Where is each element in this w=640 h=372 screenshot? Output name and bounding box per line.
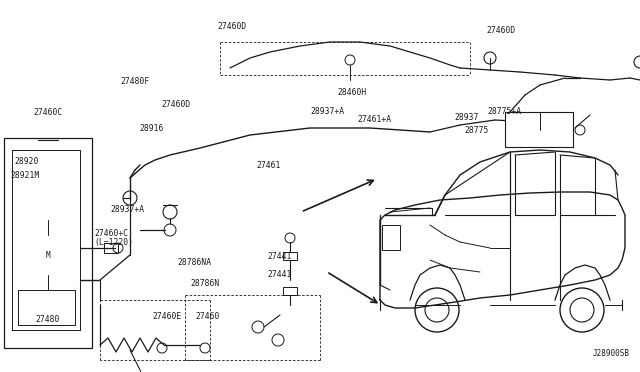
Text: 27460D: 27460D [486, 26, 516, 35]
Text: J28900SB: J28900SB [593, 349, 630, 358]
Text: 27460D: 27460D [218, 22, 247, 31]
Text: 28786N: 28786N [191, 279, 220, 288]
Text: 28921M: 28921M [10, 171, 40, 180]
Text: 28920: 28920 [14, 157, 38, 166]
Text: 28786NA: 28786NA [178, 258, 212, 267]
Bar [283, 252, 297, 260]
Text: 27461+A: 27461+A [357, 115, 391, 124]
Text: 27460E: 27460E [152, 312, 182, 321]
Text: 27460+C: 27460+C [95, 229, 129, 238]
Bar [382, 225, 400, 250]
Bar [4, 138, 92, 348]
Text: 27480: 27480 [35, 315, 60, 324]
Text: 27460: 27460 [195, 312, 220, 321]
Text: 27460C: 27460C [33, 108, 63, 117]
Text: 28916: 28916 [140, 124, 164, 133]
Text: 28937+A: 28937+A [310, 107, 344, 116]
Bar [505, 112, 573, 147]
Text: 28937: 28937 [454, 113, 479, 122]
Bar [104, 243, 118, 253]
Text: 27480F: 27480F [120, 77, 150, 86]
Text: 28460H: 28460H [337, 88, 367, 97]
Text: 28775+A: 28775+A [488, 107, 522, 116]
Text: 27460D: 27460D [162, 100, 191, 109]
Text: 27441: 27441 [268, 270, 292, 279]
Text: 28937+A: 28937+A [110, 205, 144, 214]
Text: 27441: 27441 [268, 252, 292, 261]
Text: M: M [45, 250, 51, 260]
Text: 28775: 28775 [464, 126, 488, 135]
Text: (L=1220): (L=1220) [95, 238, 134, 247]
Bar [283, 287, 297, 295]
Text: 27461: 27461 [256, 161, 280, 170]
